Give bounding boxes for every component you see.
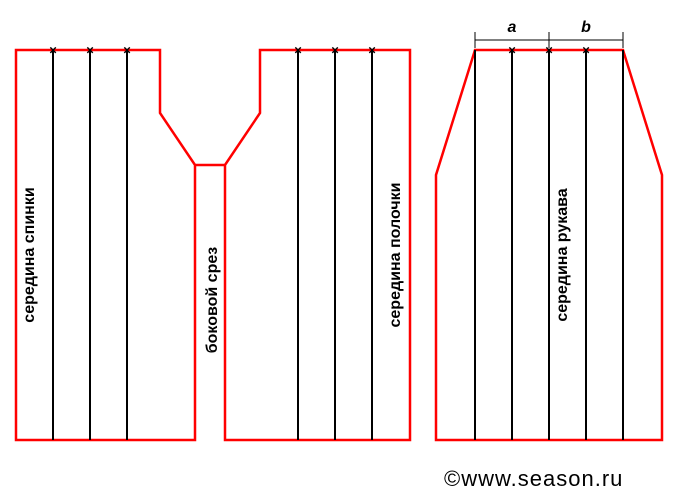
dimension-label-b: b bbox=[581, 19, 591, 37]
x-mark: × bbox=[582, 43, 590, 58]
x-mark: × bbox=[545, 43, 553, 58]
dimension-label-a: a bbox=[508, 19, 517, 37]
pattern-diagram bbox=[0, 0, 684, 500]
x-mark: × bbox=[331, 43, 339, 58]
label-sleeve-center: середина рукава bbox=[554, 188, 572, 321]
x-mark: × bbox=[123, 43, 131, 58]
x-mark: × bbox=[86, 43, 94, 58]
x-mark: × bbox=[49, 43, 57, 58]
x-mark: × bbox=[368, 43, 376, 58]
x-mark: × bbox=[294, 43, 302, 58]
x-mark: × bbox=[508, 43, 516, 58]
copyright-text: ©www.season.ru bbox=[444, 466, 623, 492]
label-back-center: середина спинки bbox=[21, 187, 39, 322]
label-side-seam: боковой срез bbox=[204, 247, 222, 353]
label-front-center: середина полочки bbox=[387, 183, 405, 328]
